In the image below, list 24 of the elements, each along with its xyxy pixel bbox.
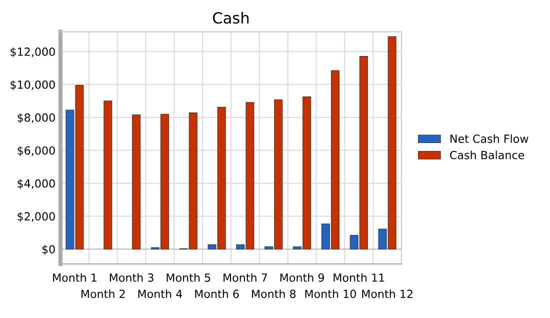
x-tick-label: Month 8	[252, 289, 296, 298]
y-tick-label: $8,000	[18, 113, 55, 124]
y-tick-label: $0	[42, 244, 55, 255]
x-tick-label: Month 12	[362, 289, 412, 298]
y-tick-label: $10,000	[10, 80, 55, 90]
x-tick-label: Month 2	[82, 289, 125, 298]
legend-label: Cash Balance	[450, 150, 524, 160]
y-tick-label: $6,000	[18, 146, 55, 156]
x-tick-label: Month 1	[53, 273, 96, 282]
y-tick-label: $4,000	[18, 179, 55, 190]
x-tick-label: Month 3	[110, 273, 154, 282]
x-tick-label: Month 9	[280, 273, 324, 282]
x-tick-label: Month 11	[334, 273, 384, 282]
chart-title: Cash	[213, 12, 249, 24]
x-tick-label: Month 10	[305, 289, 356, 298]
x-tick-label: Month 5	[166, 273, 210, 282]
x-tick-label: Month 6	[195, 289, 239, 298]
x-tick-label: Month 4	[138, 289, 182, 298]
y-tick-label: $12,000	[10, 47, 55, 58]
y-tick-label: $2,000	[18, 212, 55, 222]
bar	[104, 100, 112, 250]
x-tick-label: Month 7	[224, 273, 267, 282]
legend-label: Net Cash Flow	[450, 134, 528, 143]
bar	[132, 114, 141, 250]
